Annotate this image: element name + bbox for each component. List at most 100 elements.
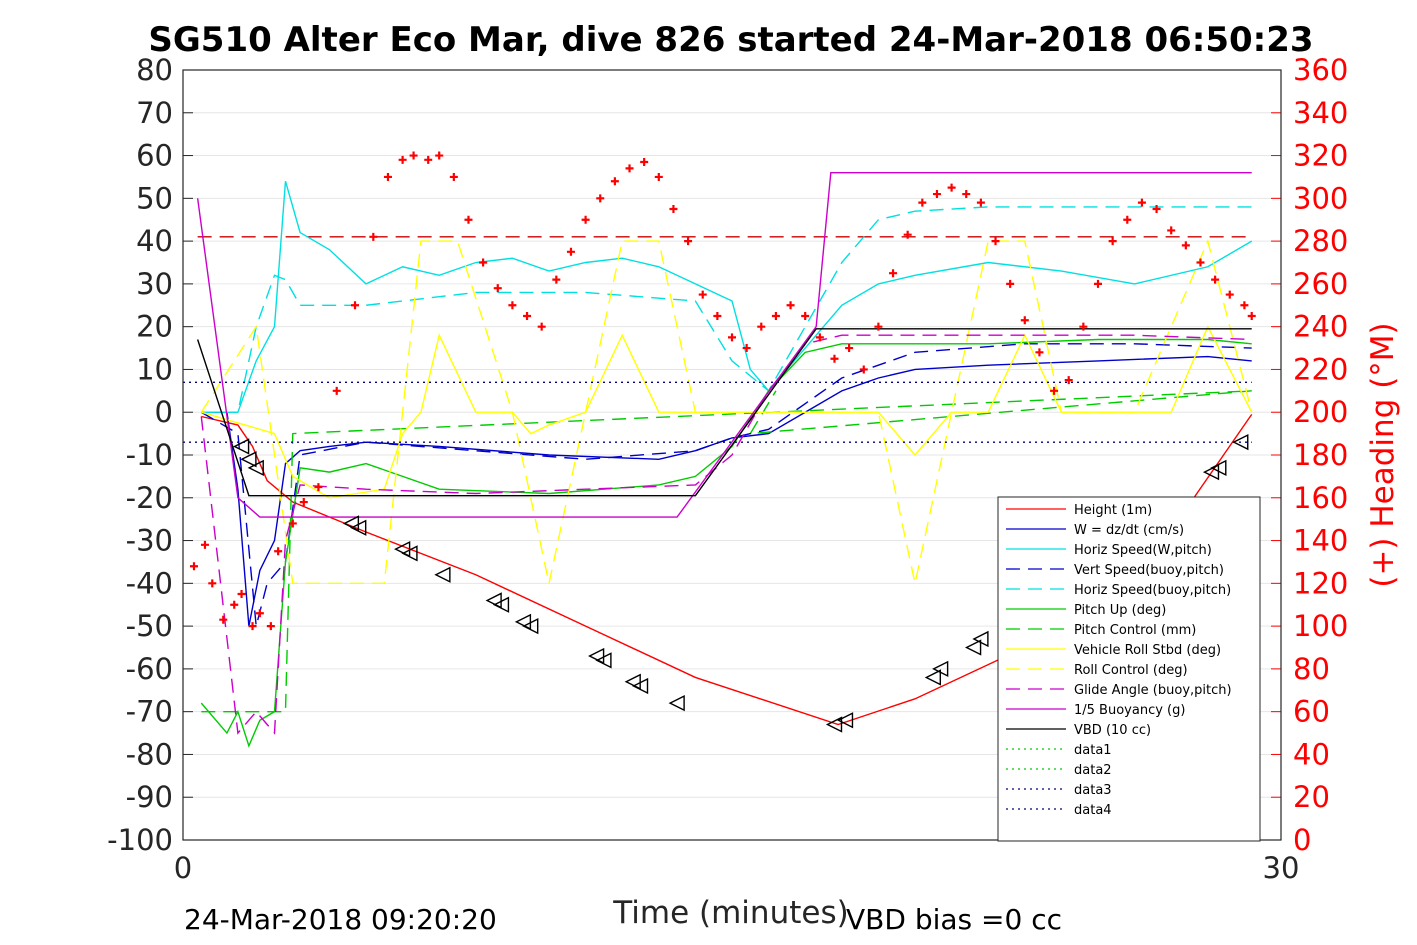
y-tick-label: -70: [126, 695, 173, 729]
heading-point: [1181, 241, 1190, 250]
heading-point: [266, 622, 275, 631]
triangle-marker: [1210, 459, 1227, 476]
triangle-marker: [932, 660, 949, 678]
triangle-marker: [350, 519, 367, 536]
triangle-marker: [825, 716, 843, 733]
heading-point: [771, 311, 780, 320]
right-tick-label: 0: [1293, 823, 1311, 857]
y-tick-label: -30: [126, 524, 173, 558]
right-tick-label: 360: [1293, 53, 1348, 87]
heading-point: [299, 498, 308, 507]
heading-point: [1094, 279, 1102, 288]
heading-point: [801, 311, 810, 320]
series-line-2: [201, 181, 1253, 413]
y-tick-label: 10: [136, 352, 173, 386]
heading-point: [830, 354, 839, 363]
triangle-marker: [247, 459, 264, 476]
heading-point: [1035, 348, 1044, 357]
right-tick-label: 40: [1293, 737, 1330, 771]
heading-point: [200, 540, 209, 549]
triangle-marker: [631, 677, 649, 695]
heading-point: [889, 269, 898, 278]
legend-entry: Pitch Up (deg): [1074, 603, 1166, 618]
legend-entry: data2: [1074, 763, 1112, 778]
heading-point: [424, 155, 433, 164]
heading-point: [537, 322, 546, 331]
right-tick-label: 20: [1293, 780, 1330, 814]
heading-point: [1064, 376, 1073, 385]
legend-entry: data3: [1074, 783, 1112, 798]
legend-entry: Pitch Control (mm): [1074, 623, 1196, 638]
right-tick-label: 120: [1293, 566, 1348, 600]
x-tick-label: 30: [1263, 851, 1300, 885]
heading-point: [684, 237, 693, 246]
triangle-marker: [1202, 463, 1220, 481]
heading-point: [918, 198, 927, 207]
y-tick-label: 20: [136, 310, 173, 344]
heading-point: [409, 151, 418, 160]
heading-point: [1211, 275, 1220, 284]
y-tick-label: -40: [126, 566, 173, 600]
y-tick-label: -80: [126, 737, 173, 771]
heading-point: [640, 157, 649, 166]
heading-point: [742, 344, 751, 353]
heading-point: [351, 301, 360, 310]
right-tick-label: 160: [1293, 481, 1348, 515]
series-line-1: [201, 355, 1252, 627]
legend-entry: data4: [1074, 803, 1112, 818]
heading-point: [859, 365, 868, 374]
y-tick-label: -100: [107, 823, 173, 857]
heading-point: [566, 247, 575, 256]
right-axis-label: (+) Heading (°M): [1365, 322, 1401, 587]
triangle-marker: [485, 592, 502, 609]
heading-point: [398, 155, 407, 164]
triangle-marker: [434, 566, 451, 583]
triangle-marker: [1232, 434, 1249, 451]
heading-point: [288, 519, 297, 528]
triangle-marker: [240, 451, 257, 468]
heading-point: [991, 237, 1000, 246]
series-line-9: [200, 334, 1252, 735]
heading-point: [757, 322, 766, 331]
series-line-10: [196, 171, 1252, 518]
heading-point: [1050, 386, 1059, 395]
triangle-marker: [394, 540, 411, 558]
right-tick-label: 240: [1293, 310, 1348, 344]
y-tick-label: 0: [155, 395, 173, 429]
y-tick-label: -60: [126, 652, 173, 686]
legend-entry: 1/5 Buoyancy (g): [1074, 703, 1185, 718]
heading-point: [523, 311, 532, 320]
x-axis-label: Time (minutes): [612, 895, 848, 931]
triangle-marker: [924, 669, 941, 686]
right-tick-label: 80: [1293, 652, 1330, 686]
heading-point: [1123, 215, 1132, 224]
heading-point: [274, 547, 283, 556]
heading-point: [435, 151, 444, 160]
heading-point: [596, 194, 605, 203]
legend-entry: VBD (10 cc): [1074, 723, 1151, 738]
heading-point: [219, 615, 228, 624]
series-line-11: [196, 328, 1252, 497]
heading-point: [1006, 279, 1015, 288]
heading-point: [208, 579, 217, 588]
right-tick-label: 260: [1293, 267, 1348, 301]
y-tick-label: 70: [136, 96, 173, 130]
right-tick-label: 100: [1293, 609, 1348, 643]
heading-point: [508, 301, 517, 310]
right-tick-label: 60: [1293, 695, 1330, 729]
triangle-marker: [836, 712, 854, 729]
y-tick-label: -10: [126, 438, 173, 472]
legend-entry: Horiz Speed(buoy,pitch): [1074, 583, 1231, 598]
triangle-marker: [401, 545, 418, 562]
heading-point: [1247, 311, 1256, 320]
triangle-marker: [588, 647, 605, 665]
legend-entry: Vehicle Roll Stbd (deg): [1074, 643, 1221, 658]
right-tick-label: 320: [1293, 139, 1348, 173]
legend-entry: data1: [1074, 743, 1112, 758]
heading-point: [903, 230, 912, 239]
heading-point: [1108, 237, 1117, 246]
heading-point: [1137, 198, 1146, 207]
y-tick-label: 80: [136, 53, 173, 87]
series-line-4: [201, 206, 1252, 413]
heading-point: [255, 609, 264, 618]
